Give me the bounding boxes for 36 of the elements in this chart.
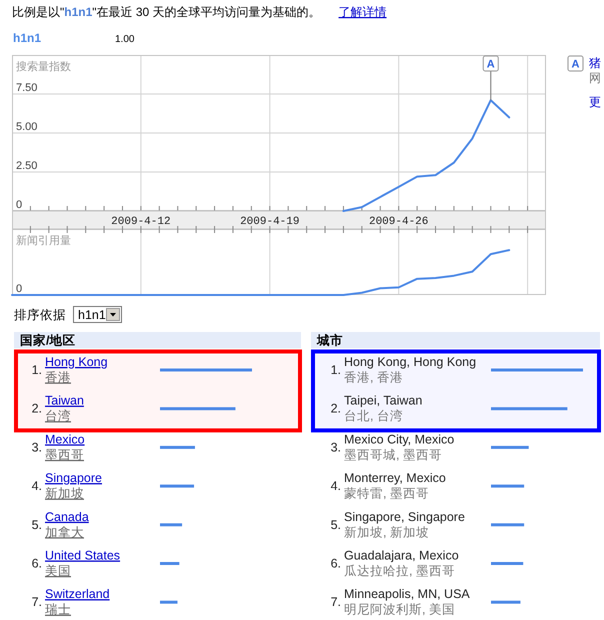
y-tick-label: 2.50 <box>16 160 38 172</box>
text: 了解详情 <box>338 5 387 19</box>
bar <box>491 407 568 410</box>
x-tick-label: 2009-4-26 <box>368 216 428 228</box>
chart-title: 比例是以"h1n1"在最近 30 天的全球平均访问量为基础的。 <box>12 5 321 19</box>
text: 更 <box>589 95 601 109</box>
text: 排序依据 <box>14 307 66 322</box>
bar <box>491 484 524 488</box>
y-tick-label: 0 <box>16 199 22 211</box>
text: 1.00 <box>115 34 135 45</box>
annotation: A <box>486 58 495 70</box>
bar <box>160 562 180 565</box>
x-tick-label: 2009-4-12 <box>111 216 171 228</box>
bar <box>491 523 524 526</box>
bar <box>491 446 529 449</box>
bar <box>160 484 194 488</box>
y-axis-title: 新闻引用量 <box>16 234 71 247</box>
bar <box>491 600 520 604</box>
bar <box>160 446 195 449</box>
text: A <box>572 58 580 70</box>
bar <box>160 407 236 410</box>
bar <box>491 562 524 565</box>
bar <box>160 368 252 372</box>
text: 网 <box>589 71 601 85</box>
bar <box>160 600 178 604</box>
y-tick-label: 5.00 <box>16 121 38 133</box>
text: h1n1 <box>78 308 106 322</box>
y-axis-title: 搜索量指数 <box>16 60 71 73</box>
text: h1n1 <box>13 31 42 45</box>
text: 猪 <box>589 56 601 70</box>
bar <box>160 523 182 526</box>
x-tick-label: 2009-4-19 <box>240 216 300 228</box>
y-tick-label: 7.50 <box>16 82 38 94</box>
text: 城市 <box>316 332 343 348</box>
text: 国家/地区 <box>20 332 76 348</box>
bar <box>491 368 583 372</box>
